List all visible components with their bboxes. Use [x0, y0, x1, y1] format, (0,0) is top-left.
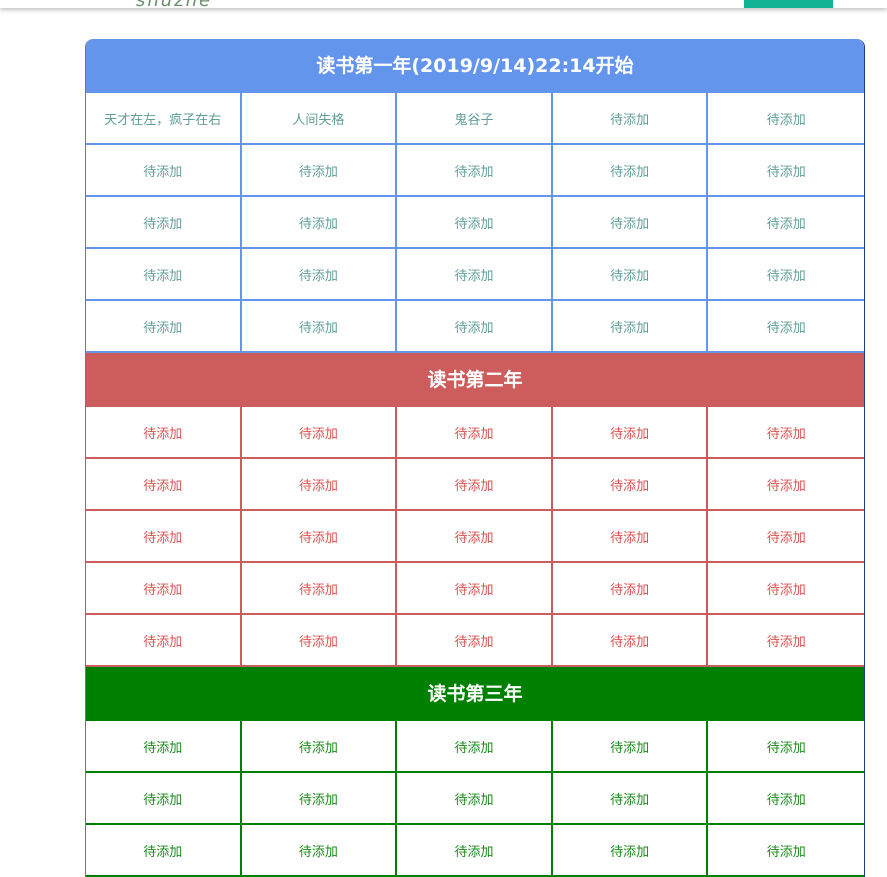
book-cell[interactable]: 待添加: [241, 773, 398, 825]
book-cell[interactable]: 待添加: [86, 825, 242, 877]
book-cell[interactable]: 待添加: [241, 459, 398, 511]
book-cell[interactable]: 待添加: [708, 721, 864, 773]
book-cell[interactable]: 待添加: [708, 511, 864, 563]
book-cell[interactable]: 待添加: [86, 249, 242, 301]
book-cell[interactable]: 待添加: [241, 301, 398, 353]
book-cell[interactable]: 待添加: [708, 407, 864, 459]
book-cell[interactable]: 待添加: [397, 825, 553, 877]
book-cell[interactable]: 待添加: [552, 93, 709, 145]
book-cell[interactable]: 待添加: [552, 721, 709, 773]
book-cell[interactable]: 待添加: [552, 145, 709, 197]
book-cell[interactable]: 待添加: [241, 145, 398, 197]
nav-button[interactable]: [744, 0, 833, 8]
book-cell[interactable]: 待添加: [397, 773, 553, 825]
book-cell[interactable]: 待添加: [708, 773, 864, 825]
reading-board: 读书第一年(2019/9/14)22:14开始 天才在左，疯子在右 人间失格 鬼谷子待…: [85, 39, 865, 877]
table-row: 待添加 待添加 待添加 待添加 待添加: [86, 301, 864, 353]
book-cell[interactable]: 待添加: [241, 825, 398, 877]
book-cell[interactable]: 待添加: [708, 615, 864, 667]
book-cell[interactable]: 待添加: [708, 301, 864, 353]
table-row: 待添加 待添加 待添加 待添加 待添加: [86, 197, 864, 249]
book-cell[interactable]: 待添加: [397, 721, 553, 773]
book-cell[interactable]: 人间失格: [241, 93, 398, 145]
book-cell[interactable]: 待添加: [86, 721, 242, 773]
table-row: 待添加 待添加 待添加 待添加 待添加: [86, 563, 864, 615]
book-cell[interactable]: 待添加: [397, 459, 553, 511]
book-cell[interactable]: 待添加: [86, 615, 242, 667]
section-title: 读书第一年(2019/9/14)22:14开始: [86, 39, 864, 93]
book-cell[interactable]: 待添加: [86, 197, 242, 249]
book-cell[interactable]: 待添加: [552, 301, 709, 353]
book-cell[interactable]: 待添加: [86, 511, 242, 563]
book-cell[interactable]: 天才在左，疯子在右: [86, 93, 242, 145]
book-cell[interactable]: 待添加: [708, 825, 864, 877]
book-cell[interactable]: 待添加: [241, 615, 398, 667]
table-row: 待添加 待添加 待添加 待添加 待添加: [86, 511, 864, 563]
book-cell[interactable]: 待添加: [552, 407, 709, 459]
book-cell[interactable]: 待添加: [552, 825, 709, 877]
book-cell[interactable]: 待添加: [552, 249, 709, 301]
book-cell[interactable]: 待添加: [86, 563, 242, 615]
section-title: 读书第三年: [86, 667, 864, 721]
book-cell[interactable]: 待添加: [708, 563, 864, 615]
book-cell[interactable]: 待添加: [708, 93, 864, 145]
table-row: 天才在左，疯子在右 人间失格 鬼谷子 待添加 待添加: [86, 93, 864, 145]
book-cell[interactable]: 待添加: [86, 407, 242, 459]
book-cell[interactable]: 待添加: [397, 563, 553, 615]
table-row: 待添加 待添加 待添加 待添加 待添加: [86, 615, 864, 667]
book-cell[interactable]: 待添加: [86, 773, 242, 825]
top-navbar: shuzhe: [0, 0, 887, 8]
table-row: 待添加 待添加 待添加 待添加 待添加: [86, 145, 864, 197]
table-row: 待添加 待添加 待添加 待添加 待添加: [86, 249, 864, 301]
table-row: 待添加 待添加 待添加 待添加 待添加: [86, 459, 864, 511]
book-cell[interactable]: 待添加: [708, 249, 864, 301]
book-cell[interactable]: 待添加: [241, 249, 398, 301]
book-cell[interactable]: 待添加: [552, 459, 709, 511]
book-cell[interactable]: 待添加: [86, 459, 242, 511]
book-cell[interactable]: 待添加: [241, 197, 398, 249]
book-cell[interactable]: 待添加: [708, 459, 864, 511]
book-cell[interactable]: 待添加: [552, 511, 709, 563]
book-cell[interactable]: 待添加: [708, 145, 864, 197]
table-row: 待添加 待添加 待添加 待添加 待添加: [86, 721, 864, 773]
table-row: 待添加 待添加 待添加 待添加 待添加: [86, 407, 864, 459]
book-cell[interactable]: 待添加: [397, 249, 553, 301]
book-cell[interactable]: 待添加: [397, 145, 553, 197]
book-cell[interactable]: 待添加: [241, 563, 398, 615]
book-cell[interactable]: 待添加: [552, 197, 709, 249]
book-cell[interactable]: 待添加: [86, 145, 242, 197]
book-cell[interactable]: 待添加: [397, 197, 553, 249]
book-cell[interactable]: 待添加: [397, 511, 553, 563]
book-cell[interactable]: 待添加: [397, 301, 553, 353]
site-logo[interactable]: shuzhe: [136, 0, 212, 8]
book-cell[interactable]: 鬼谷子: [397, 93, 553, 145]
book-cell[interactable]: 待添加: [708, 197, 864, 249]
book-cell[interactable]: 待添加: [86, 301, 242, 353]
book-cell[interactable]: 待添加: [241, 511, 398, 563]
book-cell[interactable]: 待添加: [397, 407, 553, 459]
book-cell[interactable]: 待添加: [241, 407, 398, 459]
book-cell[interactable]: 待添加: [552, 563, 709, 615]
section-title: 读书第二年: [86, 353, 864, 407]
table-row: 待添加 待添加 待添加 待添加 待添加: [86, 773, 864, 825]
book-cell[interactable]: 待添加: [552, 615, 709, 667]
book-cell[interactable]: 待添加: [241, 721, 398, 773]
book-cell[interactable]: 待添加: [397, 615, 553, 667]
table-row: 待添加 待添加 待添加 待添加 待添加: [86, 825, 864, 877]
book-cell[interactable]: 待添加: [552, 773, 709, 825]
